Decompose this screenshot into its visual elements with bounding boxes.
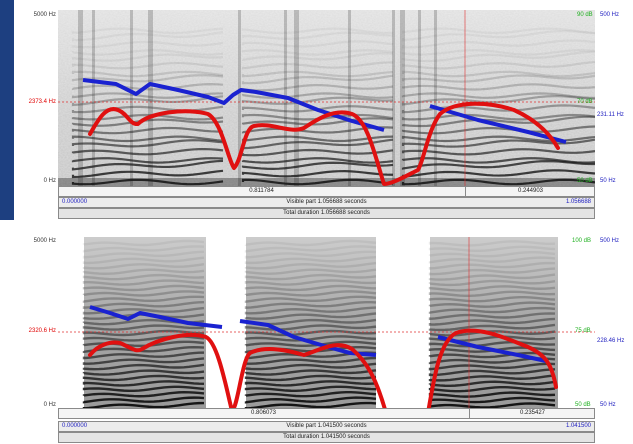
db-top-label: 100 dB — [572, 238, 592, 244]
start-time[interactable]: 0.000000 — [62, 199, 88, 205]
segment-duration-bar[interactable]: 0.811784 0.244903 — [58, 186, 595, 197]
end-time[interactable]: 1.041500 — [565, 423, 591, 429]
frequency-bottom-label: 0 Hz — [43, 178, 56, 184]
db-cursor-label: 70 dB — [577, 99, 593, 105]
spectrogram-image-bottom — [58, 237, 595, 409]
bottom-spectrogram-panel: 5000 Hz 2320.6 Hz 0 Hz 100 dB 75 dB 50 d… — [0, 232, 633, 444]
total-duration-bar[interactable]: Total duration 1.056688 seconds — [58, 208, 595, 219]
top-spectrogram-panel: 5000 Hz 2373.4 Hz 0 Hz 90 dB 70 dB 50 dB… — [0, 0, 633, 220]
pitch-bottom-label: 50 Hz — [600, 402, 616, 408]
pitch-value-label: 228.46 Hz — [597, 338, 625, 344]
db-bottom-label: 50 dB — [577, 178, 593, 184]
spectrogram-image-top — [58, 10, 595, 186]
segment-right-duration[interactable]: 0.244903 — [517, 188, 544, 194]
frequency-bottom-label: 0 Hz — [43, 402, 56, 408]
total-duration-label[interactable]: Total duration 1.056688 seconds — [283, 210, 370, 216]
visible-part-label[interactable]: Visible part 1.041500 seconds — [286, 423, 367, 429]
db-bottom-label: 50 dB — [575, 402, 591, 408]
visible-part-bar[interactable]: 0.000000 Visible part 1.041500 seconds 1… — [58, 421, 595, 432]
pitch-top-label: 500 Hz — [600, 12, 620, 18]
spectrogram-view-bottom[interactable] — [58, 237, 595, 409]
formant-contour — [429, 104, 567, 144]
frequency-top-label: 5000 Hz — [33, 12, 56, 18]
frequency-cursor-label: 2320.6 Hz — [28, 328, 56, 334]
pitch-top-label: 500 Hz — [600, 238, 620, 244]
segment-right-duration[interactable]: 0.235427 — [519, 410, 546, 416]
visible-part-bar[interactable]: 0.000000 Visible part 1.056688 seconds 1… — [58, 197, 595, 208]
segment-duration-bar[interactable]: 0.806073 0.235427 — [58, 408, 595, 419]
spectrogram-view-top[interactable] — [58, 10, 595, 186]
pitch-value-label: 231.11 Hz — [597, 112, 624, 118]
formant-contour — [89, 305, 223, 329]
db-top-label: 90 dB — [577, 12, 593, 18]
window-edge — [0, 0, 14, 220]
pitch-contour — [88, 101, 560, 186]
start-time[interactable]: 0.000000 — [62, 423, 88, 429]
segment-left-duration[interactable]: 0.806073 — [250, 410, 277, 416]
formant-contour — [82, 78, 385, 132]
frequency-top-label: 5000 Hz — [33, 238, 56, 244]
frequency-cursor-label: 2373.4 Hz — [28, 99, 56, 105]
total-duration-label[interactable]: Total duration 1.041500 seconds — [283, 434, 370, 440]
pitch-bottom-label: 50 Hz — [600, 178, 616, 184]
formant-contour — [437, 335, 547, 363]
db-cursor-label: 75 dB — [575, 328, 591, 334]
visible-part-label[interactable]: Visible part 1.056688 seconds — [286, 199, 367, 205]
segment-left-duration[interactable]: 0.811784 — [249, 188, 274, 194]
total-duration-bar[interactable]: Total duration 1.041500 seconds — [58, 432, 595, 443]
end-time[interactable]: 1.056688 — [565, 199, 591, 205]
pitch-contour — [88, 328, 558, 409]
